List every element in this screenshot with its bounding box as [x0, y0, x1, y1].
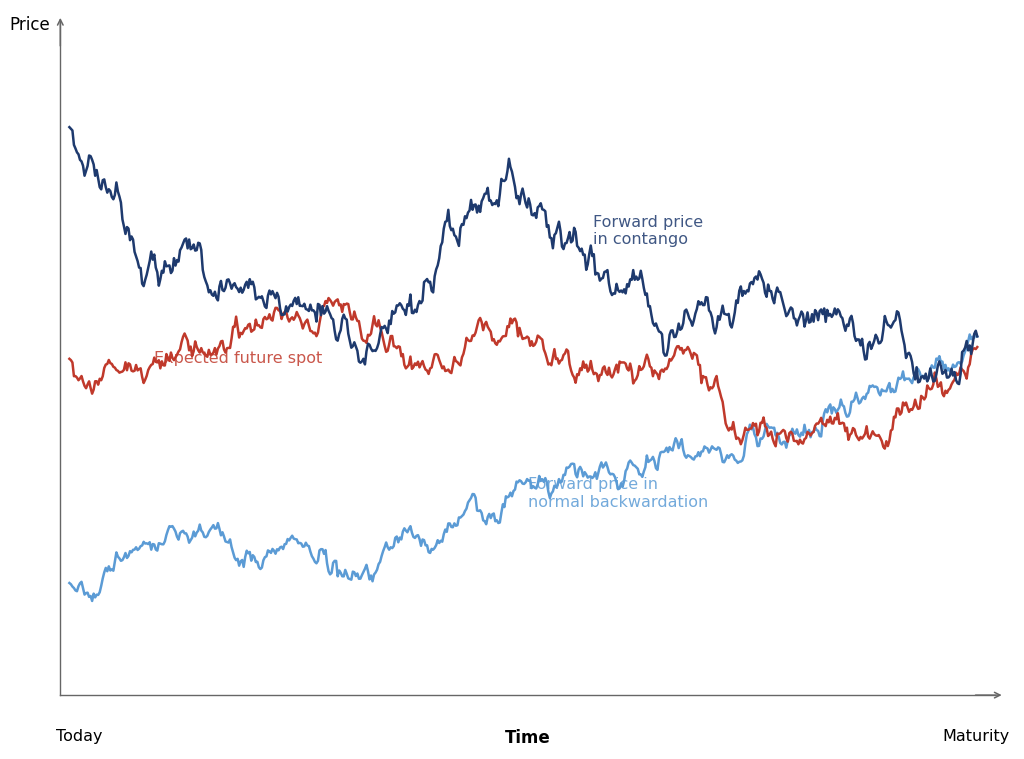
Text: Expected future spot: Expected future spot	[154, 351, 323, 367]
Text: Maturity: Maturity	[942, 729, 1010, 744]
Text: Today: Today	[55, 729, 102, 744]
Text: Forward price
in contango: Forward price in contango	[593, 215, 703, 247]
Text: Time: Time	[505, 729, 551, 747]
Text: Forward price in
normal backwardation: Forward price in normal backwardation	[528, 477, 709, 509]
Text: Price: Price	[9, 16, 49, 34]
